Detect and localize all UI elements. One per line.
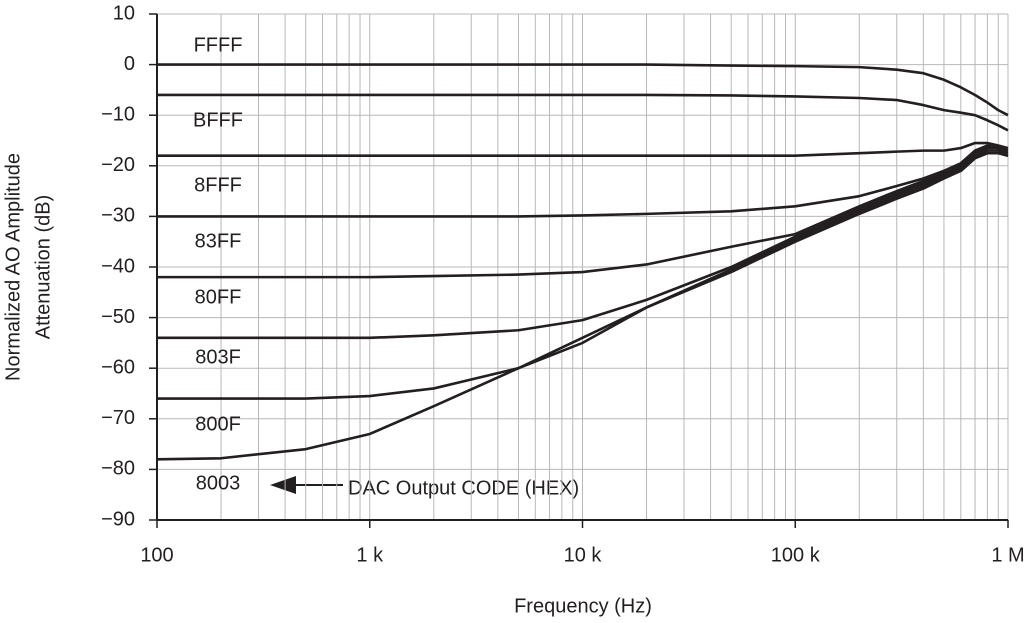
y-tick-label: −90 [101, 508, 135, 530]
arrow-head [270, 476, 296, 494]
series-label: 803F [195, 346, 241, 368]
series-line [156, 151, 1009, 461]
series-line [157, 146, 1009, 279]
y-axis-label: Normalized AO Amplitude [2, 153, 24, 381]
y-tick-label: −80 [101, 458, 135, 480]
series-label: 8003 [196, 472, 241, 494]
y-tick-label: −50 [101, 306, 135, 328]
series-label: 80FF [195, 286, 242, 308]
y-tick-label: 0 [124, 53, 135, 75]
y-tick-label: −30 [101, 205, 135, 227]
x-tick-label: 1 M [991, 544, 1024, 566]
series-label: 800F [195, 413, 241, 435]
x-tick-label: 100 k [771, 544, 821, 566]
series-label: FFFF [194, 34, 243, 56]
x-axis-label: Frequency (Hz) [514, 595, 652, 617]
y-tick-label: −70 [101, 407, 135, 429]
series-line [157, 141, 1009, 157]
series-label: 83FF [195, 230, 242, 252]
series-line [157, 93, 1009, 132]
x-tick-label: 100 [140, 544, 173, 566]
series-label: BFFF [193, 109, 243, 131]
y-tick-label: −20 [101, 154, 135, 176]
annotation-text: DAC Output CODE (HEX) [348, 477, 579, 499]
y-tick-label: −60 [101, 356, 135, 378]
y-tick-label: 10 [113, 2, 135, 24]
y-axis-label: Attenuation (dB) [32, 195, 54, 340]
series-label: 8FFF [194, 174, 242, 196]
x-tick-label: 1 k [356, 544, 384, 566]
x-tick-label: 10 k [564, 544, 603, 566]
series-line [157, 149, 1009, 340]
y-tick-label: −40 [101, 255, 135, 277]
series-line [157, 144, 1009, 218]
annotation: DAC Output CODE (HEX) [270, 476, 579, 499]
y-tick-label: −10 [101, 103, 135, 125]
series-line [157, 63, 1009, 117]
